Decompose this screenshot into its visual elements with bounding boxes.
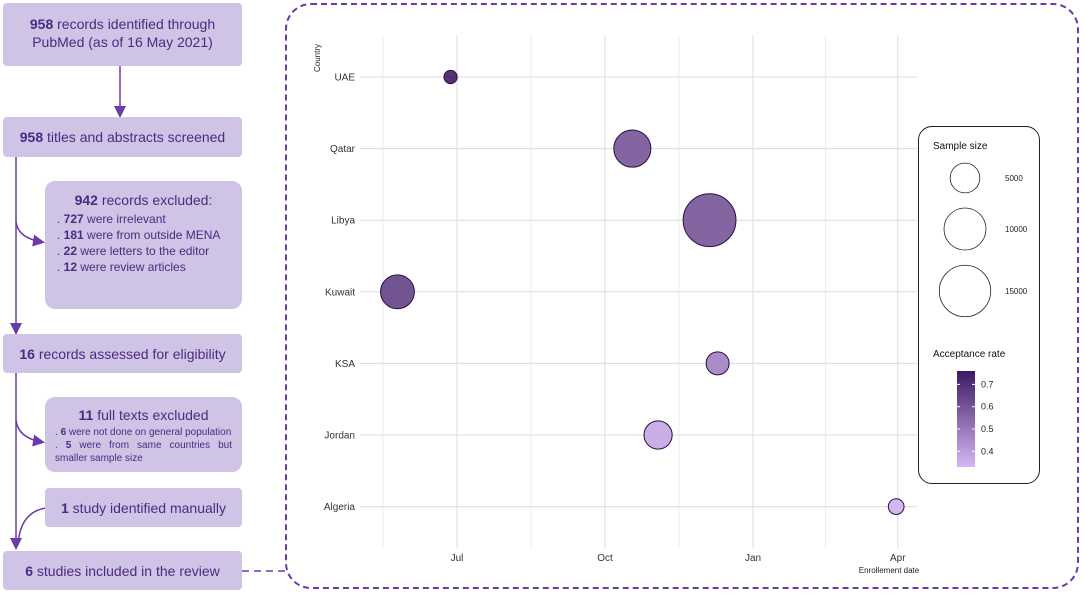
bubble-ksa xyxy=(705,351,730,376)
chart-panel xyxy=(285,3,1079,589)
excluded-records-text: records excluded: xyxy=(97,192,213,208)
excluded-records-count: 942 xyxy=(74,192,98,208)
manual-study-count: 1 xyxy=(61,500,69,516)
bubble-libya xyxy=(682,193,737,248)
size-legend: 5000 10000 15000 xyxy=(938,162,1028,318)
color-legend-label: 0.7 xyxy=(981,379,994,389)
records-identified-text: records identified through xyxy=(53,16,216,32)
excluded-records-box: 942 records excluded: . 727 were irrelev… xyxy=(45,181,242,309)
y-tick-label: Qatar xyxy=(330,144,356,155)
color-scale-bar xyxy=(957,371,975,467)
included-studies-text: studies included in the review xyxy=(33,563,220,579)
x-tick-label: Oct xyxy=(597,553,613,564)
size-legend-title: Sample size xyxy=(933,141,988,152)
x-axis-title: Enrollement date xyxy=(859,566,920,575)
fulltext-excluded-text: full texts excluded xyxy=(93,407,209,423)
screened-count: 958 xyxy=(19,129,44,145)
manual-study-text: study identified manually xyxy=(68,500,226,516)
eligibility-text: records assessed for eligibility xyxy=(34,346,226,362)
size-legend-circle xyxy=(938,264,992,318)
x-tick-label: Apr xyxy=(890,553,906,564)
fulltext-excluded-item: . 5 were from same countries but smaller… xyxy=(55,440,233,464)
screened-text: titles and abstracts screened xyxy=(43,129,226,145)
color-legend-title: Acceptance rate xyxy=(933,349,1006,360)
flow-connectors xyxy=(10,66,285,572)
bubbles xyxy=(380,69,905,515)
records-identified-box: 958 records identified through PubMed (a… xyxy=(3,3,242,66)
color-legend-label: 0.5 xyxy=(981,424,994,434)
y-tick-label: Jordan xyxy=(324,431,355,442)
included-studies-box: 6 studies included in the review xyxy=(3,551,242,590)
x-tick-label: Jul xyxy=(451,553,464,564)
color-legend-label: 0.6 xyxy=(981,402,994,412)
y-tick-label: Kuwait xyxy=(325,287,355,298)
date-labels: Jul Oct Jan Apr xyxy=(451,553,907,564)
fulltext-excluded-item: . 6 were not done on general population xyxy=(55,427,232,438)
records-identified-count: 958 xyxy=(29,16,54,32)
y-tick-label: KSA xyxy=(335,359,355,370)
color-legend-label: 0.4 xyxy=(981,446,994,456)
bubble-algeria xyxy=(887,498,905,515)
excluded-item: . 181 were from outside MENA xyxy=(57,228,221,242)
included-studies-count: 6 xyxy=(25,563,33,579)
y-tick-label: Algeria xyxy=(324,502,356,513)
fulltext-excluded-count: 11 xyxy=(78,407,94,423)
chart-legend: Sample size 5000 10000 15000 Acceptance ra… xyxy=(918,126,1040,484)
bubble-kuwait xyxy=(380,274,415,310)
y-tick-label: UAE xyxy=(334,73,355,84)
size-legend-label: 10000 xyxy=(1005,225,1028,234)
color-legend: 0.7 0.6 0.5 0.4 xyxy=(957,379,994,456)
eligibility-box: 16 records assessed for eligibility xyxy=(3,334,242,373)
x-tick-label: Jan xyxy=(745,553,761,564)
bubble-qatar xyxy=(613,129,652,168)
bubble-jordan xyxy=(643,420,673,450)
records-identified-source: PubMed (as of 16 May 2021) xyxy=(32,34,213,50)
eligibility-count: 16 xyxy=(19,346,35,362)
fulltext-excluded-box: 11 full texts excluded . 6 were not done… xyxy=(45,397,242,472)
size-legend-circle xyxy=(949,162,981,194)
y-tick-label: Libya xyxy=(331,216,355,227)
y-axis-title: Country xyxy=(313,44,322,72)
size-legend-label: 5000 xyxy=(1005,174,1023,183)
size-legend-circle xyxy=(943,207,987,251)
country-labels: UAE Qatar Libya Kuwait KSA Jordan Algeria xyxy=(324,73,356,514)
screened-box: 958 titles and abstracts screened xyxy=(3,117,242,157)
excluded-item: . 22 were letters to the editor xyxy=(57,244,210,258)
chart-grid xyxy=(360,35,917,548)
manual-study-box: 1 study identified manually xyxy=(45,488,242,527)
bubble-uae xyxy=(443,69,458,85)
excluded-item: . 12 were review articles xyxy=(57,260,186,274)
excluded-item: . 727 were irrelevant xyxy=(57,212,166,226)
size-legend-label: 15000 xyxy=(1005,287,1028,296)
